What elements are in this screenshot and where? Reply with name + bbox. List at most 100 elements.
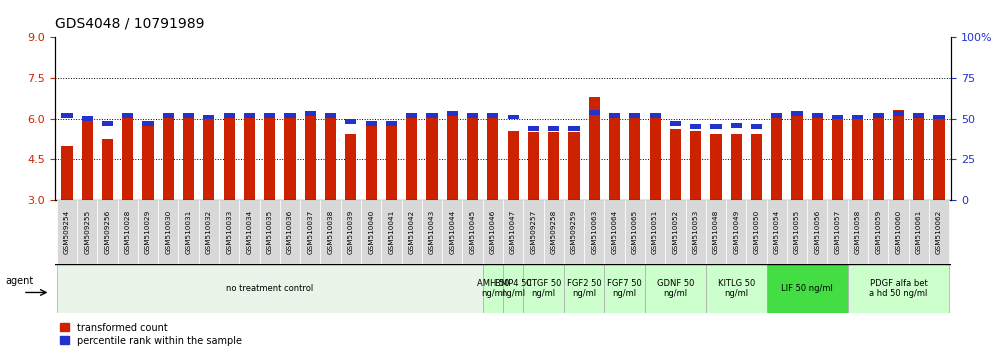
Bar [569, 126, 580, 131]
Bar [908, 200, 929, 264]
Bar [178, 200, 199, 264]
Bar [183, 113, 194, 118]
Bar [300, 200, 321, 264]
Bar [872, 113, 883, 118]
Text: GSM510059: GSM510059 [875, 210, 881, 254]
Bar [528, 132, 539, 200]
Text: GSM510058: GSM510058 [855, 210, 861, 254]
Text: no treatment control: no treatment control [226, 284, 314, 293]
Bar [366, 123, 376, 200]
Bar [366, 121, 376, 126]
Bar [528, 126, 539, 131]
Text: GSM510049: GSM510049 [733, 210, 739, 254]
Bar [605, 200, 624, 264]
Text: GSM510029: GSM510029 [145, 210, 151, 254]
Text: GSM510046: GSM510046 [490, 210, 496, 254]
Bar [792, 113, 803, 200]
Bar [346, 119, 357, 124]
Bar [224, 116, 235, 200]
Bar [933, 115, 944, 119]
Text: GSM510043: GSM510043 [429, 210, 435, 254]
Bar [406, 113, 417, 118]
Bar [645, 200, 665, 264]
Bar [690, 124, 701, 129]
Bar [203, 115, 214, 119]
Text: GSM509256: GSM509256 [105, 210, 111, 254]
Bar [426, 113, 437, 118]
Bar [285, 113, 296, 118]
Bar [669, 121, 681, 126]
Bar [442, 200, 462, 264]
Bar [346, 133, 357, 200]
Bar [381, 200, 401, 264]
Text: PDGF alfa bet
a hd 50 ng/ml: PDGF alfa bet a hd 50 ng/ml [870, 279, 927, 298]
Bar [280, 200, 300, 264]
Bar [629, 113, 640, 118]
Text: GSM510042: GSM510042 [408, 210, 414, 254]
Bar [487, 113, 498, 118]
Text: GSM510051: GSM510051 [652, 210, 658, 254]
Text: GDNF 50
ng/ml: GDNF 50 ng/ml [656, 279, 694, 298]
Bar [361, 200, 381, 264]
Bar [118, 200, 137, 264]
Bar [508, 115, 519, 119]
Bar [548, 132, 560, 200]
Bar [183, 117, 194, 200]
Bar [426, 116, 437, 200]
Text: GSM510032: GSM510032 [206, 210, 212, 254]
Bar [264, 113, 275, 118]
Bar [219, 200, 239, 264]
Text: GSM510040: GSM510040 [369, 210, 374, 254]
Bar [609, 113, 621, 118]
Bar [244, 116, 255, 200]
Bar [508, 131, 519, 200]
Bar [142, 121, 153, 200]
Text: GSM510062: GSM510062 [936, 210, 942, 254]
Bar [260, 200, 280, 264]
Bar [706, 200, 726, 264]
Text: GSM510065: GSM510065 [631, 210, 637, 254]
Bar [199, 200, 219, 264]
Bar [649, 116, 660, 200]
Text: GSM510057: GSM510057 [835, 210, 841, 254]
Bar [305, 115, 316, 200]
Bar [629, 117, 640, 200]
Bar [325, 116, 337, 200]
Bar [569, 132, 580, 200]
Bar [467, 113, 478, 118]
Text: GSM510041: GSM510041 [388, 210, 394, 254]
Bar [665, 200, 685, 264]
Bar [102, 121, 114, 126]
Text: GSM510035: GSM510035 [267, 210, 273, 254]
Bar [385, 121, 397, 200]
Bar [872, 116, 883, 200]
Bar [848, 264, 949, 313]
Text: GSM509255: GSM509255 [85, 210, 91, 254]
Bar [869, 200, 888, 264]
Text: GSM509259: GSM509259 [571, 210, 577, 254]
Bar [142, 121, 153, 126]
Bar [406, 116, 417, 200]
Bar [158, 200, 178, 264]
Bar [564, 264, 605, 313]
Legend: transformed count, percentile rank within the sample: transformed count, percentile rank withi… [60, 323, 242, 346]
Bar [82, 116, 93, 121]
Text: GSM510050: GSM510050 [754, 210, 760, 254]
Bar [892, 110, 904, 200]
Bar [812, 116, 823, 200]
Text: GSM510048: GSM510048 [713, 210, 719, 254]
Bar [792, 111, 803, 116]
Bar [483, 200, 503, 264]
Text: GSM510055: GSM510055 [794, 210, 800, 254]
Bar [82, 117, 93, 200]
Bar [57, 264, 483, 313]
Bar [812, 113, 823, 118]
Bar [503, 264, 523, 313]
Text: GSM510047: GSM510047 [510, 210, 516, 254]
Bar [467, 117, 478, 200]
Text: GSM510054: GSM510054 [774, 210, 780, 254]
Bar [123, 113, 133, 200]
Bar [848, 200, 869, 264]
Bar [888, 200, 908, 264]
Bar [123, 113, 133, 118]
